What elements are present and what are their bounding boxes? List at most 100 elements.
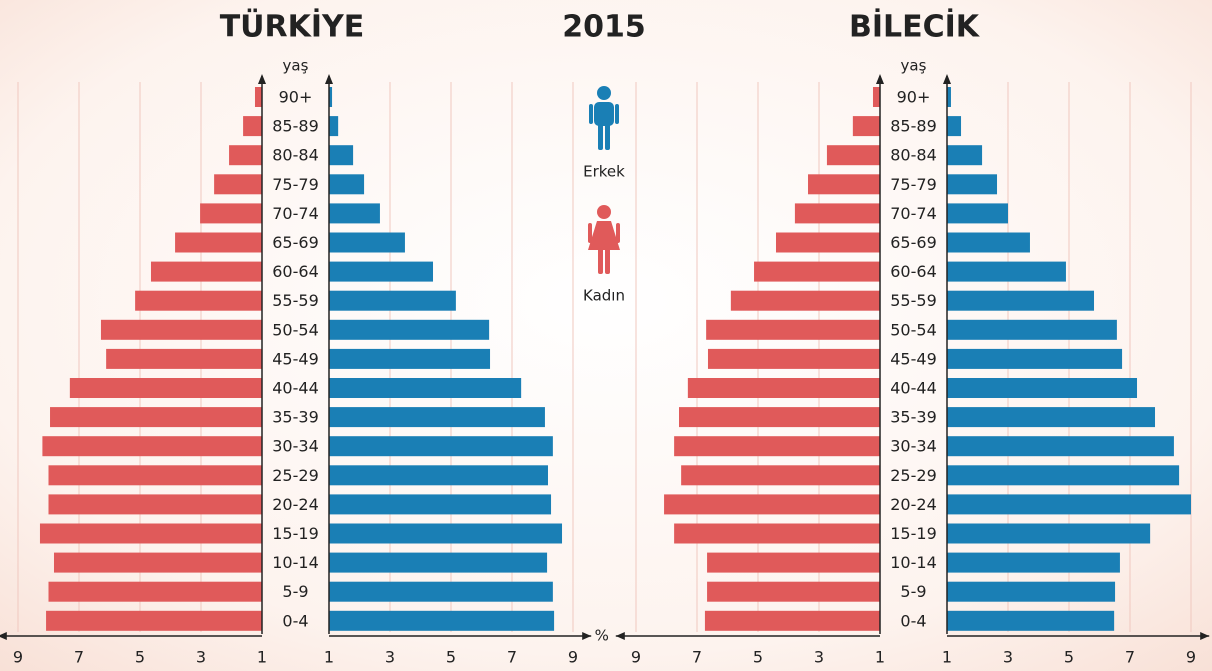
bar — [53, 552, 262, 573]
bar — [329, 145, 354, 166]
male-icon — [589, 86, 619, 150]
bar — [808, 174, 880, 195]
age-label: 30-34 — [272, 437, 319, 456]
bar — [707, 348, 880, 369]
age-label: 80-84 — [272, 146, 319, 165]
bar — [947, 407, 1156, 428]
bar — [687, 378, 880, 398]
bar — [329, 174, 365, 195]
age-label: 75-79 — [890, 175, 937, 194]
bar — [39, 523, 263, 544]
bar — [329, 407, 545, 428]
bar — [947, 348, 1123, 369]
bar — [329, 232, 405, 253]
x-tick-label: 3 — [1003, 648, 1013, 667]
age-label: 35-39 — [272, 408, 319, 427]
bar — [947, 203, 1008, 224]
bar — [50, 407, 263, 428]
age-label: 5-9 — [282, 582, 308, 601]
bar — [243, 116, 262, 137]
bar — [214, 174, 262, 195]
x-tick-label: 1 — [942, 648, 952, 667]
age-label: 45-49 — [272, 349, 319, 368]
axis-arrow — [1200, 632, 1210, 640]
bar — [707, 552, 880, 573]
bar — [947, 174, 998, 195]
bar — [229, 145, 262, 166]
bar — [947, 116, 962, 137]
bar — [730, 290, 880, 311]
age-label: 25-29 — [890, 466, 937, 485]
age-label: 90+ — [279, 88, 313, 107]
bar — [48, 494, 262, 515]
x-tick-label: 5 — [753, 648, 763, 667]
x-axis-label: % — [595, 627, 609, 645]
chart-title: BİLECİK — [849, 9, 981, 45]
bar — [42, 436, 263, 457]
bar — [681, 465, 880, 486]
bar — [329, 552, 548, 573]
bar — [947, 581, 1116, 602]
age-label: 40-44 — [890, 379, 937, 398]
age-label: 30-34 — [890, 437, 937, 456]
bar — [947, 87, 951, 107]
axis-arrow — [325, 74, 333, 84]
bar — [329, 581, 553, 602]
age-label: 70-74 — [272, 204, 319, 223]
x-tick-label: 7 — [507, 648, 517, 667]
age-label: 55-59 — [272, 291, 319, 310]
x-tick-label: 5 — [1064, 648, 1074, 667]
female-icon — [588, 205, 620, 274]
age-label: 75-79 — [272, 175, 319, 194]
bar — [947, 494, 1191, 515]
x-tick-label: 9 — [568, 648, 578, 667]
bar — [754, 261, 880, 282]
bar — [150, 261, 262, 282]
bar — [329, 436, 553, 457]
age-label: 50-54 — [890, 320, 937, 339]
y-axis-label: yaş — [283, 57, 309, 75]
age-label: 85-89 — [272, 117, 319, 136]
bar — [329, 523, 563, 544]
bar — [175, 232, 262, 253]
age-label: 5-9 — [900, 582, 926, 601]
bar — [704, 610, 880, 631]
year-title: 2015 — [562, 10, 646, 45]
age-label: 20-24 — [890, 495, 937, 514]
bar — [329, 348, 491, 369]
bar — [707, 581, 880, 602]
axis-arrow — [258, 74, 266, 84]
x-tick-label: 9 — [13, 648, 23, 667]
x-tick-label: 7 — [74, 648, 84, 667]
x-tick-label: 1 — [324, 648, 334, 667]
bar — [254, 87, 262, 107]
age-label: 45-49 — [890, 349, 937, 368]
y-axis-label: yaş — [901, 57, 927, 75]
bar — [947, 552, 1120, 573]
axis-arrow — [615, 632, 625, 640]
bar — [329, 465, 548, 486]
x-tick-label: 5 — [446, 648, 456, 667]
x-tick-label: 3 — [196, 648, 206, 667]
bar — [775, 232, 880, 253]
age-label: 65-69 — [272, 233, 319, 252]
x-tick-label: 9 — [1186, 648, 1196, 667]
age-label: 60-64 — [272, 262, 319, 281]
bar — [947, 465, 1180, 486]
bar — [329, 494, 552, 515]
age-label: 65-69 — [890, 233, 937, 252]
bar — [947, 378, 1138, 398]
x-tick-label: 7 — [692, 648, 702, 667]
bar — [329, 203, 380, 224]
bar — [69, 378, 262, 398]
bar — [794, 203, 880, 224]
bar — [664, 494, 880, 515]
x-tick-label: 3 — [385, 648, 395, 667]
bar — [329, 610, 555, 631]
age-label: 50-54 — [272, 320, 319, 339]
bar — [826, 145, 880, 166]
chart-title: TÜRKİYE — [220, 8, 365, 45]
bar — [329, 261, 434, 282]
